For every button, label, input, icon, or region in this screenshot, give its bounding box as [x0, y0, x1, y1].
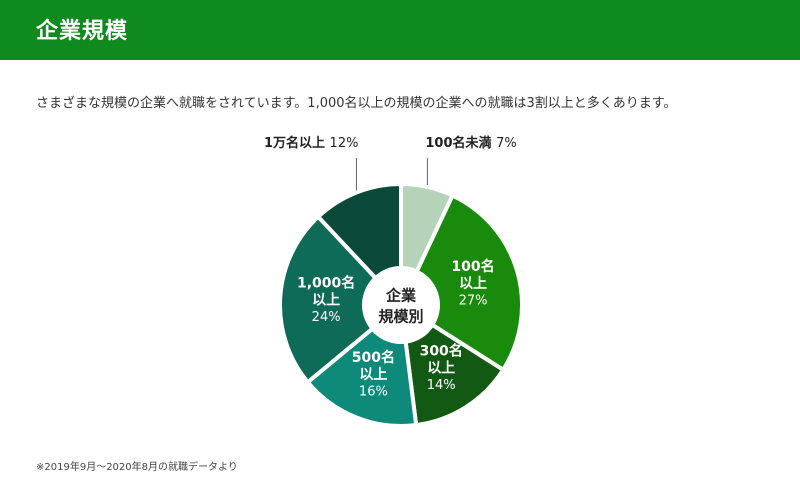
slice-category-label: 300名	[420, 342, 463, 359]
slice-percent-label: 16%	[359, 384, 388, 399]
slice-category-label: 100名	[451, 258, 494, 275]
slice-percent-label: 27%	[459, 294, 488, 309]
pie-slice	[399, 303, 506, 428]
outside-slice-label: 1万名以上 12%	[264, 135, 358, 151]
slice-category-label: 以上	[459, 276, 487, 292]
slice-percent-label: 12%	[330, 136, 359, 151]
slice-category-label: 500名	[352, 349, 395, 366]
slice-percent-label: 14%	[427, 378, 456, 393]
pie-center-hole	[362, 266, 440, 344]
pie-center-label: 規模別	[378, 308, 423, 326]
pie-center-label: 企業	[385, 287, 417, 305]
intro-text: さまざまな規模の企業へ就職をされています。1,000名以上の規模の企業への就職は…	[36, 96, 677, 111]
slice-category-label: 以上	[312, 292, 340, 308]
slice-category-label: 以上	[359, 367, 387, 383]
outside-slice-label: 100名未満 7%	[425, 135, 516, 151]
slice-category-label: 1,000名	[297, 274, 355, 291]
slice-percent-label: 7%	[496, 136, 517, 151]
pie-chart: 100名未満 7%100名以上27%300名以上14%500名以上16%1,00…	[264, 135, 524, 428]
chart-area: 100名未満 7% 100名 以上 27% 300名 以上 14% 500名 以上 16% 1,00…	[0, 120, 800, 440]
footnote: ※2019年9月〜2020年8月の就職データより	[36, 462, 238, 473]
slice-category-label: 100名未満	[425, 135, 496, 151]
page-title: 企業規模	[36, 19, 129, 44]
slice-category-label: 1万名以上	[264, 135, 330, 151]
pie-slice	[278, 214, 403, 385]
page-header: 企業規模	[0, 0, 800, 60]
slice-percent-label: 24%	[312, 310, 341, 325]
pie-slice	[399, 193, 524, 372]
slice-category-label: 以上	[427, 360, 455, 376]
